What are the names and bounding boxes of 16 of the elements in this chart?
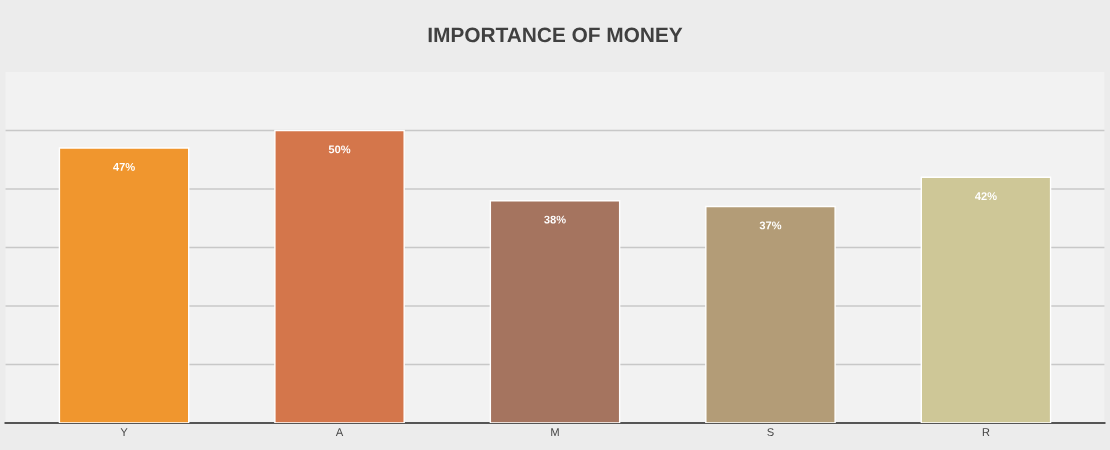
data-label: 37% bbox=[759, 221, 782, 230]
x-tick-label: M bbox=[551, 428, 559, 436]
bar bbox=[58, 147, 190, 423]
data-label: 42% bbox=[974, 192, 997, 201]
bar bbox=[705, 205, 836, 423]
data-label: 50% bbox=[328, 145, 351, 154]
bar bbox=[489, 200, 621, 423]
chart-title: IMPORTANCE OF MONEY bbox=[428, 27, 683, 43]
x-tick-label: R bbox=[982, 428, 990, 436]
bar bbox=[274, 129, 405, 423]
x-tick-label: S bbox=[767, 428, 774, 437]
data-label: 38% bbox=[544, 215, 566, 224]
data-label: 47% bbox=[113, 163, 135, 171]
x-tick-label: Y bbox=[120, 428, 128, 436]
bar bbox=[920, 176, 1052, 423]
x-tick-label: A bbox=[335, 428, 344, 436]
